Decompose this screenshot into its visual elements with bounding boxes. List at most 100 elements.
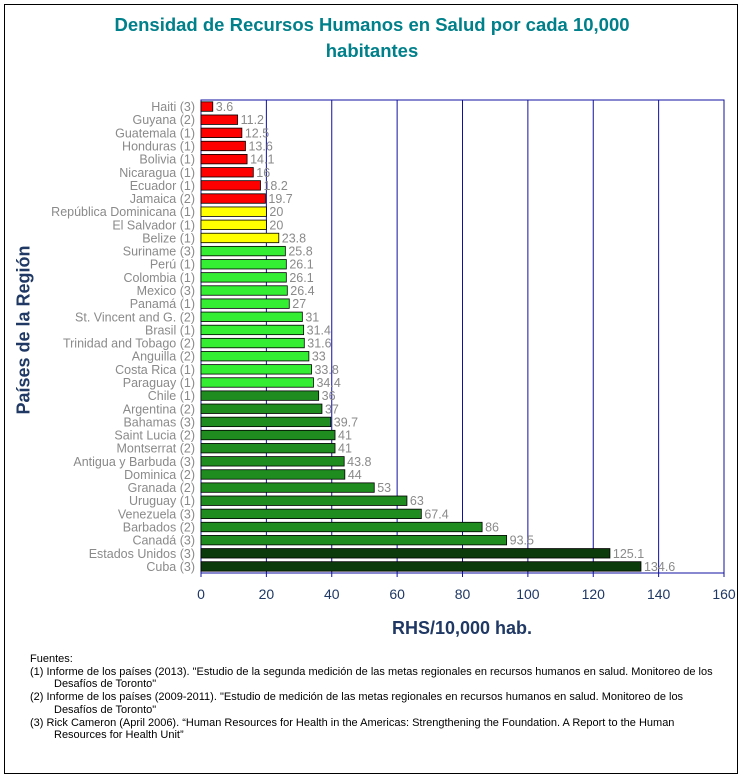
value-label: 134.6 <box>644 560 675 574</box>
category-label: Montserrat (2) <box>117 442 196 456</box>
category-label: El Salvador (1) <box>112 218 195 232</box>
source-item-1: (1) Informe de los países (2013). "Estud… <box>30 665 713 691</box>
category-label: Bolivia (1) <box>139 153 195 167</box>
value-label: 125.1 <box>613 547 644 561</box>
source-item-3: (3) Rick Cameron (April 2006). “Human Re… <box>30 716 675 742</box>
x-axis-label: RHS/10,000 hab. <box>391 618 533 638</box>
bar <box>200 167 254 178</box>
category-label: Argentina (2) <box>123 402 195 416</box>
bar <box>200 127 243 138</box>
category-label: Jamaica (2) <box>130 192 195 206</box>
x-tick-label: 0 <box>197 586 205 602</box>
bar <box>200 377 314 388</box>
category-label: Honduras (1) <box>122 139 195 153</box>
bar <box>200 285 288 296</box>
value-label: 53 <box>377 481 391 495</box>
bar <box>200 456 345 467</box>
value-label: 16 <box>256 166 270 180</box>
value-label: 93.5 <box>510 534 534 548</box>
value-label: 37 <box>325 402 339 416</box>
category-label: Perú (1) <box>150 258 195 272</box>
category-label: Colombia (1) <box>123 271 195 285</box>
category-label: Dominica (2) <box>124 468 195 482</box>
category-label: Venezuela (3) <box>118 507 195 521</box>
category-label: Brasil (1) <box>145 323 195 337</box>
category-label: República Dominicana (1) <box>51 205 195 219</box>
bar <box>200 232 280 244</box>
category-label: Bahamas (3) <box>123 415 195 429</box>
bar <box>200 259 287 270</box>
bar <box>200 324 305 336</box>
value-label: 39.7 <box>334 415 358 429</box>
category-label: Guyana (2) <box>132 113 195 127</box>
bar <box>200 561 642 572</box>
x-tick-label: 100 <box>516 586 540 602</box>
bar <box>200 469 346 480</box>
category-label: Haiti (3) <box>151 100 195 114</box>
bar <box>200 508 422 520</box>
value-label: 26.1 <box>289 258 313 272</box>
value-label: 20 <box>269 205 283 219</box>
value-label: 14.1 <box>250 153 274 167</box>
bar <box>200 495 408 506</box>
value-label: 86 <box>485 521 499 535</box>
bar <box>200 180 261 191</box>
value-label: 11.2 <box>241 113 264 127</box>
value-label: 31.6 <box>307 337 331 351</box>
bar <box>200 429 336 441</box>
bar <box>200 364 312 375</box>
sources-block: Fuentes: (1) Informe de los países (2013… <box>30 653 720 742</box>
bar <box>200 535 508 546</box>
category-label: Suriname (3) <box>123 245 195 259</box>
bar <box>200 311 303 322</box>
bar <box>200 390 320 401</box>
bar <box>200 298 290 309</box>
value-label: 41 <box>338 442 352 456</box>
value-label: 18.2 <box>263 179 287 193</box>
value-label: 43.8 <box>347 455 371 469</box>
category-label: Chile (1) <box>148 389 195 403</box>
bar <box>200 337 305 349</box>
value-label: 31 <box>305 310 319 324</box>
chart-title: Densidad de Recursos Humanos en Salud po… <box>114 14 630 61</box>
chart-frame <box>4 4 738 774</box>
category-label: Trinidad and Tobago (2) <box>63 337 195 351</box>
value-label: 67.4 <box>424 507 448 521</box>
bar <box>200 272 287 283</box>
bar <box>200 193 266 204</box>
value-label: 36 <box>322 389 336 403</box>
bar <box>200 219 267 230</box>
value-label: 41 <box>338 429 352 443</box>
x-tick-label: 20 <box>259 586 275 602</box>
bar <box>200 403 323 414</box>
category-label: Granada (2) <box>128 481 195 495</box>
category-label: Barbados (2) <box>123 521 195 535</box>
value-label: 19.7 <box>268 192 292 206</box>
x-tick-label: 40 <box>324 586 340 602</box>
category-label: Belize (1) <box>142 231 195 245</box>
value-label: 63 <box>410 494 424 508</box>
bar-chart: 3.6 Haiti (3) 11.2 Guyana (2) 12.5 Guatemala … <box>51 99 736 602</box>
category-label: Nicaragua (1) <box>119 166 195 180</box>
bar <box>200 521 483 533</box>
value-label: 27 <box>292 297 306 311</box>
category-label: Guatemala (1) <box>115 126 195 140</box>
bar <box>200 114 239 125</box>
x-tick-label: 120 <box>582 586 606 602</box>
value-label: 33.8 <box>314 363 338 377</box>
category-label: Costa Rica (1) <box>115 363 195 377</box>
category-label: Uruguay (1) <box>129 494 195 508</box>
value-label: 31.4 <box>307 323 331 337</box>
bar <box>200 153 248 165</box>
value-label: 34.4 <box>316 376 340 390</box>
x-tick-label: 60 <box>389 586 405 602</box>
category-label: Antigua y Barbuda (3) <box>73 455 195 469</box>
bar <box>200 443 336 454</box>
category-label: Estados Unidos (3) <box>89 547 195 561</box>
value-label: 20 <box>269 218 283 232</box>
category-label: St. Vincent and G. (2) <box>75 310 195 324</box>
value-label: 44 <box>348 468 362 482</box>
bar <box>200 416 332 428</box>
x-tick-label: 80 <box>455 586 471 602</box>
